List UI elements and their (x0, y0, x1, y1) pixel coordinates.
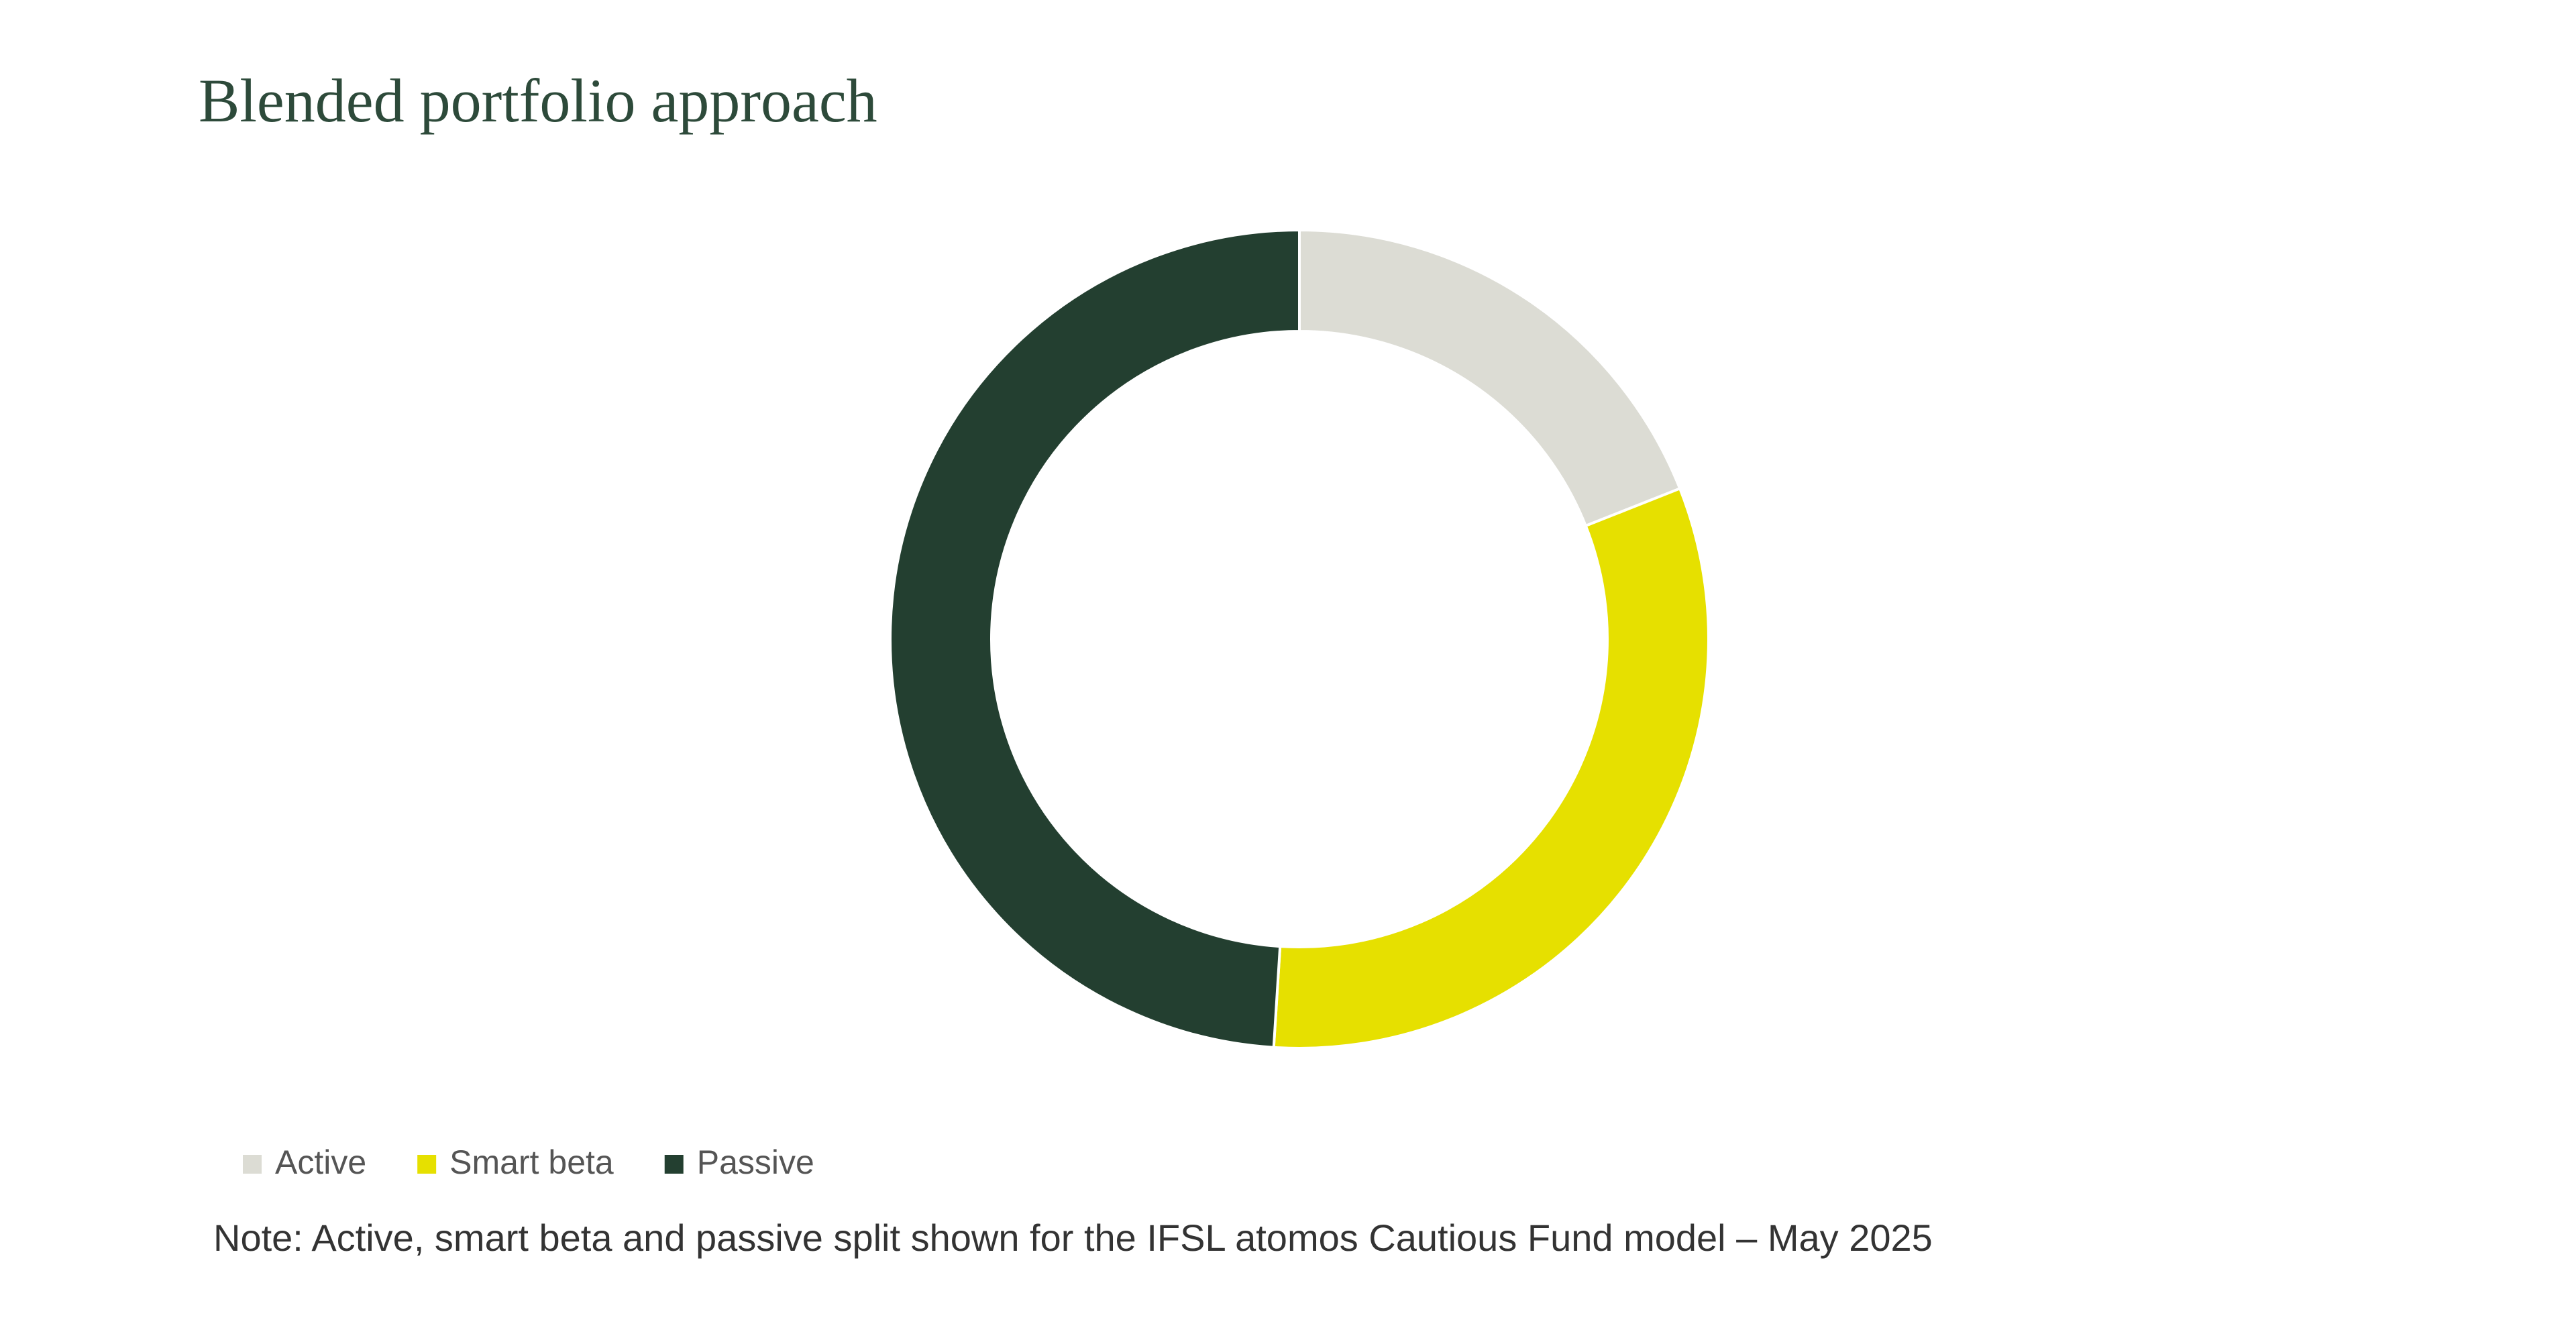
slice (1298, 228, 1682, 528)
legend-swatch (664, 1155, 684, 1174)
note: Note: Active, smart beta and passive spl… (213, 1217, 1933, 1259)
legend: Active Smart beta Passive (243, 1143, 814, 1181)
legend-label: Active (275, 1143, 366, 1181)
legend-swatch (417, 1155, 437, 1174)
donut (888, 228, 1710, 1050)
legend-label: Passive (697, 1143, 814, 1181)
chart-title: Blended portfolio approach (199, 66, 877, 135)
slice (888, 228, 1301, 1049)
legend-label: Smart beta (449, 1143, 614, 1181)
slice (1272, 486, 1710, 1050)
legend-swatch (243, 1155, 262, 1174)
